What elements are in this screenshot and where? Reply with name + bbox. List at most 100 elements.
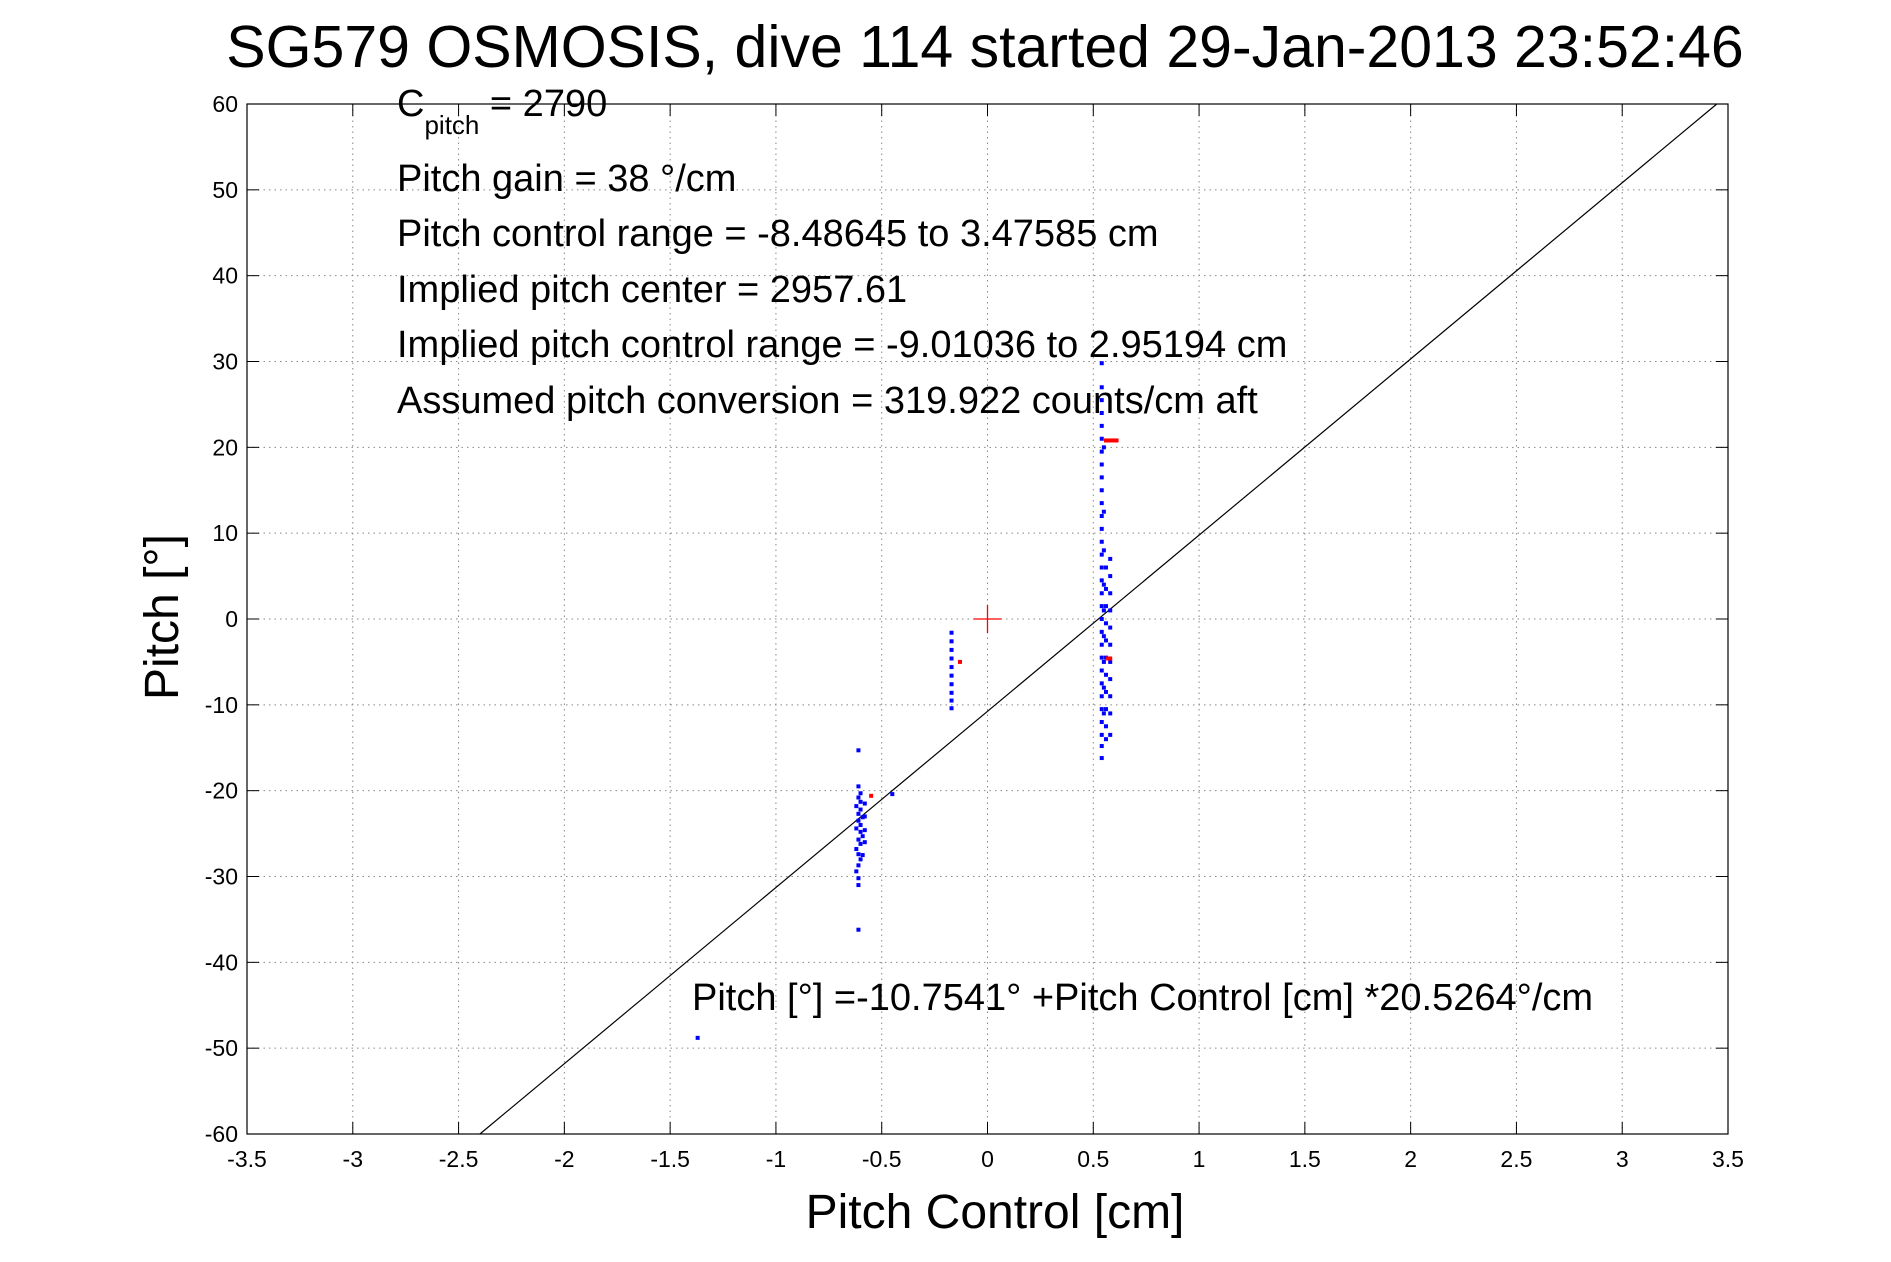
center-marker	[973, 605, 1002, 633]
x-tick-label: 0	[981, 1146, 994, 1172]
data-point	[1103, 655, 1108, 660]
data-point	[856, 818, 861, 823]
assumed-conversion-annotation: Assumed pitch conversion = 319.922 count…	[397, 380, 1258, 422]
data-point	[1101, 548, 1106, 553]
control-range-annotation: Pitch control range = -8.48645 to 3.4758…	[397, 213, 1159, 255]
data-point	[858, 791, 863, 796]
y-tick-label: 30	[212, 349, 238, 375]
data-point	[1099, 475, 1104, 480]
data-point	[890, 792, 895, 797]
x-tick-label: 2.5	[1500, 1146, 1532, 1172]
x-tick-labels: -3.5 -3 -2.5 -2 -1.5 -1 -0.5 0 0.5 1 1.5 2 2.5 3 3.5	[227, 1146, 1744, 1172]
data-point	[1103, 737, 1108, 742]
data-point	[1101, 659, 1106, 664]
pitch-gain-annotation: Pitch gain = 38 °/cm	[397, 158, 736, 200]
data-point	[1108, 591, 1113, 596]
data-point	[949, 639, 954, 644]
x-tick-label: 3.5	[1712, 1146, 1744, 1172]
y-axis-label: Pitch [°]	[136, 534, 189, 700]
data-point	[1103, 565, 1108, 570]
data-point	[949, 673, 954, 678]
data-point	[1108, 694, 1113, 699]
data-point	[1101, 445, 1106, 450]
data-point	[1099, 385, 1104, 390]
y-tick-label: 10	[212, 520, 238, 546]
data-point	[1099, 436, 1104, 441]
data-point	[1108, 677, 1113, 682]
data-point	[869, 793, 874, 798]
y-tick-label: 40	[212, 263, 238, 289]
data-point	[1099, 694, 1104, 699]
x-tick-label: -3	[343, 1146, 363, 1172]
data-point	[854, 804, 859, 809]
data-point	[949, 656, 954, 661]
data-point	[856, 927, 861, 932]
x-tick-label: 3	[1616, 1146, 1629, 1172]
axis-ticks	[246, 103, 1729, 1135]
data-point	[1103, 638, 1108, 643]
data-point	[1099, 488, 1104, 493]
data-point	[856, 852, 861, 857]
data-point	[1099, 514, 1104, 518]
data-point	[695, 1035, 700, 1040]
data-point	[856, 811, 861, 816]
data-point	[1103, 689, 1108, 694]
data-point	[862, 840, 867, 845]
data-point	[856, 876, 861, 881]
x-tick-label: -1.5	[650, 1146, 690, 1172]
data-point	[1099, 591, 1104, 596]
data-point	[949, 647, 954, 652]
data-point	[856, 837, 861, 842]
y-tick-label: -10	[205, 692, 238, 718]
data-point	[1099, 398, 1104, 403]
y-tick-label: 0	[225, 606, 238, 632]
data-point	[1103, 586, 1108, 591]
c-pitch-main: C	[397, 83, 424, 125]
data-point	[1099, 707, 1104, 712]
data-point	[856, 795, 861, 800]
y-tick-label: -40	[205, 949, 238, 975]
data-point	[856, 883, 861, 888]
x-tick-label: 2	[1404, 1146, 1417, 1172]
x-axis-label: Pitch Control [cm]	[806, 1186, 1185, 1239]
grid-lines	[247, 104, 1728, 1134]
data-point	[1101, 582, 1106, 587]
data-point	[1099, 720, 1104, 724]
data-point	[1099, 642, 1104, 647]
data-point	[957, 659, 962, 664]
data-point	[858, 857, 863, 862]
data-point	[854, 869, 859, 874]
x-tick-label: 1	[1193, 1146, 1206, 1172]
data-point	[1101, 608, 1106, 613]
x-tick-label: -3.5	[227, 1146, 267, 1172]
data-point	[1108, 556, 1113, 561]
data-point	[860, 815, 865, 820]
data-point	[1099, 604, 1104, 609]
data-point	[858, 829, 863, 834]
data-point	[860, 834, 865, 839]
data-point	[949, 665, 954, 670]
x-tick-label: -0.5	[862, 1146, 902, 1172]
data-point	[1108, 656, 1113, 661]
data-point	[1099, 668, 1104, 673]
data-point	[1099, 526, 1104, 531]
data-point	[1106, 438, 1111, 443]
x-tick-label: -1	[766, 1146, 786, 1172]
data-point	[858, 823, 863, 827]
data-point	[1099, 449, 1104, 454]
data-point	[862, 814, 867, 819]
data-point	[1099, 578, 1104, 583]
data-point	[1108, 732, 1113, 737]
data-point	[856, 863, 861, 868]
data-point	[1114, 438, 1119, 443]
data-point	[1099, 744, 1104, 749]
data-point	[856, 784, 861, 789]
data-point	[1099, 629, 1104, 634]
implied-center-annotation: Implied pitch center = 2957.61	[397, 269, 907, 311]
data-point	[1110, 438, 1115, 443]
data-point	[862, 801, 867, 806]
data-point	[1103, 438, 1108, 443]
c-pitch-annotation: Cpitch = 2790	[397, 83, 607, 140]
